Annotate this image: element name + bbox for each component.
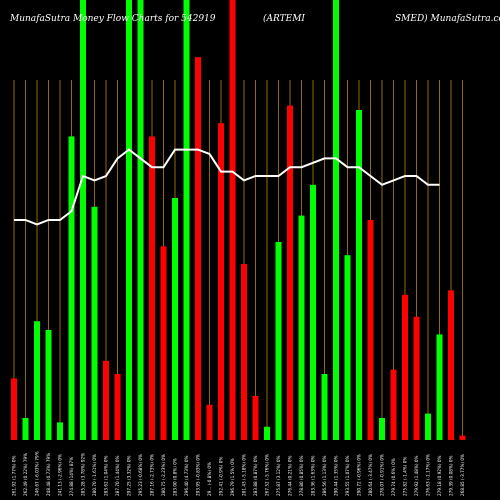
bar: [436, 334, 443, 440]
x-tick-label: 276.44 (0.21%) 0%: [288, 455, 293, 496]
bar: [390, 369, 397, 440]
x-tick-label: 275.87 (3.12%) 0%: [276, 455, 281, 496]
bar: [321, 374, 328, 440]
bar: [183, 0, 190, 440]
x-tick-label: 248.48 (0.73%) 79%: [46, 453, 51, 496]
x-tick-label: 280.64 (-3.47%) 0%: [368, 454, 373, 496]
bar: [459, 435, 466, 440]
x-tick-label: 287.16 (-2.73%) 0%: [150, 454, 155, 496]
bar: [252, 396, 259, 440]
bar: [80, 0, 86, 440]
bar: [333, 0, 339, 440]
x-tick-label: 274.88 (14%) 87%: [69, 457, 74, 496]
bar: [448, 290, 454, 440]
bar: [206, 404, 213, 440]
x-tick-label: 290.72 (-0.96%) 0%: [357, 454, 362, 496]
bar: [367, 220, 374, 440]
x-tick-label: 280.75 (-2.23%) 0%: [161, 454, 166, 496]
x-tick-label: 285.28 (3.78%) 92%: [81, 453, 86, 496]
x-tick-label: 293.95 (-0.83%) 0%: [196, 454, 201, 496]
bar: [91, 206, 98, 440]
x-tick-label: 275.82 (-1.4%) 0%: [403, 457, 408, 496]
bar: [287, 105, 293, 440]
x-tick-label: 267.52 (-5.76%) 0%: [265, 454, 270, 496]
x-tick-label: 286.56 (1.13%) 0%: [322, 455, 327, 496]
bar: [11, 378, 17, 440]
x-tick-label: 283.00 (0.8%) 0%: [173, 458, 178, 496]
x-tick-label: 262.49 (0.22%) 79%: [23, 453, 28, 496]
bar: [103, 360, 109, 440]
x-tick-label: 281.43 (-5.18%) 0%: [242, 454, 247, 496]
bar: [172, 198, 178, 440]
x-tick-label: 296.79 (1.5%) 0%: [230, 458, 235, 496]
bar: [34, 321, 40, 440]
x-tick-label: 287.70 (1.44%) 0%: [115, 455, 120, 496]
x-tick-label: 241.13 (-2.96%) 0%: [58, 454, 63, 496]
flow-line: [14, 148, 440, 226]
x-tick-label: 268.85 (-3.77%) 0%: [460, 454, 465, 496]
bar: [126, 0, 132, 440]
x-tick-label: 280.70 (-1.61%) 0%: [92, 454, 97, 496]
x-tick-label: 295.23 (-0.68%) 0%: [138, 454, 143, 496]
bar: [229, 0, 236, 440]
bar: [264, 426, 270, 440]
x-tick-label: 261.92 (1.77%) 0%: [12, 455, 17, 496]
bar: [275, 242, 282, 440]
x-tick-label: 297.25 (3.32%) 0%: [127, 455, 132, 496]
x-tick-label: 290.44 (1.35%) 0%: [334, 455, 339, 496]
bar: [195, 57, 201, 440]
bar: [160, 246, 167, 440]
bar: [310, 184, 316, 440]
x-tick-label: 283.62 (1.04%) 0%: [104, 455, 109, 496]
bar: [218, 123, 224, 440]
bar: [114, 374, 121, 440]
bar: [45, 330, 52, 440]
bar: [344, 255, 351, 440]
x-tick-label: 246.67 (-6.03%) 79%: [35, 451, 40, 496]
bar: [413, 316, 420, 440]
chart-title-center: (ARTEMI: [263, 13, 305, 24]
x-tick-label: 279.39 (0.08%) 0%: [449, 455, 454, 496]
x-tick-label: 292.41 (-0.9%) 0%: [219, 457, 224, 496]
x-tick-label: 293.55 (1.07%) 0%: [345, 455, 350, 496]
bar: [298, 215, 305, 440]
x-tick-label: 278.80 (0.85%) 0%: [299, 455, 304, 496]
x-tick-label: 29... (-0.8%) 0%: [207, 462, 212, 496]
x-tick-label: 279.18 (0.92%) 0%: [437, 455, 442, 496]
x-tick-labels: 261.92 (1.77%) 0% 262.49 (0.22%) 79% 246.6…: [12, 451, 466, 496]
bar: [402, 294, 408, 440]
x-tick-label: 296.40 (4.73%) 0%: [184, 455, 189, 496]
bar: [241, 264, 247, 440]
bar: [356, 110, 362, 440]
chart-title-right: SMED) MunafaSutra.com: [395, 13, 500, 24]
bar: [137, 0, 144, 440]
bar: [379, 418, 385, 440]
bar: [57, 422, 63, 440]
x-tick-label: 278.07 (-0.91%) 0%: [380, 454, 385, 496]
bar: [149, 136, 155, 440]
bar: [68, 136, 75, 440]
x-tick-label: 279.74 (0.6%) 0%: [391, 458, 396, 496]
x-tick-label: 276.63 (-1.17%) 0%: [426, 454, 431, 496]
bar: [22, 418, 29, 440]
x-tick-label: 279.92 (1.48%) 0%: [414, 455, 419, 496]
x-tick-label: 283.88 (0.87%) 0%: [253, 455, 258, 496]
bar: [425, 413, 431, 440]
x-tick-label: 283.36 (1.63%) 0%: [311, 455, 316, 496]
chart-title-left: MunafaSutra Money Flow Charts for 542919: [9, 14, 216, 24]
bar-series: [11, 0, 466, 440]
